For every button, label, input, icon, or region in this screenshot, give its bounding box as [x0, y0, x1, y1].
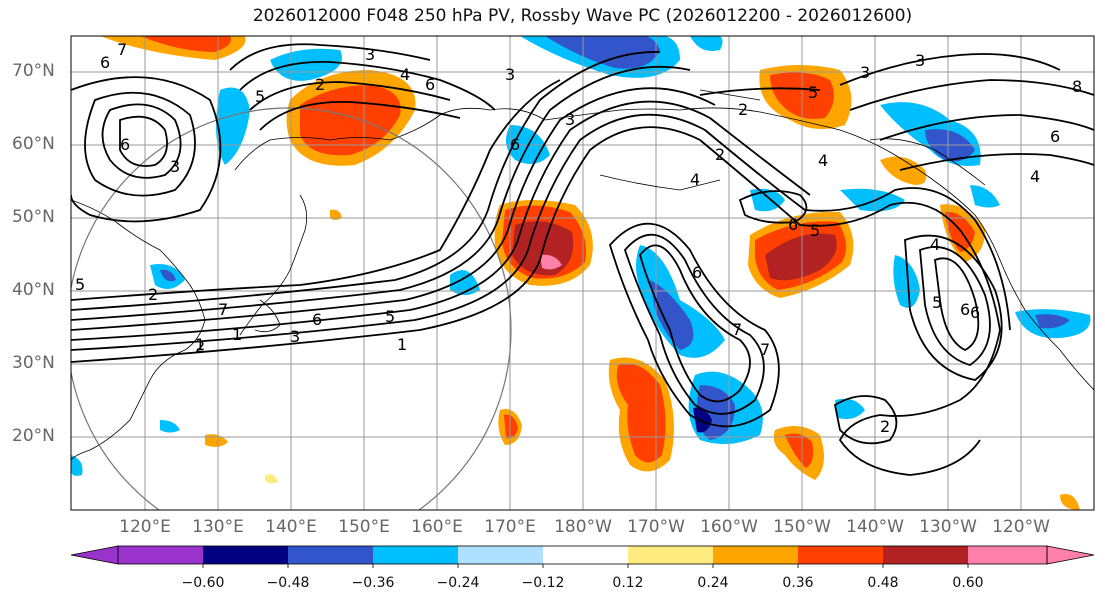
- colorbar-segment: [628, 546, 713, 564]
- pv-anomaly-shading: [71, 36, 1091, 510]
- contour-label: 6: [1050, 127, 1060, 146]
- lat-label: 50°N: [12, 207, 55, 227]
- lon-label: 180°W: [554, 517, 612, 537]
- colorbar-tick-label: −0.48: [266, 575, 310, 591]
- contour-label: 3: [915, 51, 925, 70]
- lon-label: 130°E: [192, 517, 244, 537]
- colorbar-tick-label: −0.60: [181, 575, 225, 591]
- contour-label: 6: [100, 53, 110, 72]
- lon-label: 170°W: [627, 517, 685, 537]
- lon-label: 120°W: [992, 517, 1050, 537]
- contour-label: 4: [400, 65, 410, 84]
- colorbar-tick-label: −0.36: [351, 575, 395, 591]
- lon-label: 150°E: [338, 517, 390, 537]
- colorbar-tick-label: 0.60: [952, 575, 984, 591]
- colorbar-tick-label: −0.12: [521, 575, 565, 591]
- lon-label: 160°E: [411, 517, 463, 537]
- contour-label: 3: [860, 63, 870, 82]
- contour-label: 3: [170, 157, 180, 176]
- contour-label: 1: [397, 335, 407, 354]
- contour-label: 4: [818, 151, 828, 170]
- contour-label: 6: [970, 303, 980, 322]
- contour-label: 5: [808, 83, 818, 102]
- reference-circle: [71, 107, 512, 510]
- contour-label: 8: [1072, 77, 1082, 96]
- contour-label: 2: [738, 100, 748, 119]
- lon-label: 160°W: [700, 517, 758, 537]
- contour-label: 6: [692, 263, 702, 282]
- contour-label: 3: [565, 110, 575, 129]
- lon-label: 120°E: [119, 517, 171, 537]
- colorbar-over-arrow: [1046, 545, 1095, 565]
- lon-label: 130°W: [919, 517, 977, 537]
- lat-label: 70°N: [12, 61, 55, 81]
- contour-label: 6: [312, 310, 322, 329]
- contour-label: 3: [505, 65, 515, 84]
- contour-label: 4: [1030, 167, 1040, 186]
- colorbar-tick-label: 0.36: [782, 575, 814, 591]
- colorbar-segment: [373, 546, 458, 564]
- contour-label: 7: [732, 320, 742, 339]
- colorbar-tick-label: 0.48: [867, 575, 899, 591]
- colorbar-tick-label: 0.24: [697, 575, 729, 591]
- lon-label: 170°E: [484, 517, 536, 537]
- colorbar-segment: [798, 546, 883, 564]
- contour-label: 5: [75, 275, 85, 294]
- colorbar-segment: [883, 546, 968, 564]
- contour-label: 2: [195, 337, 205, 356]
- contour-label: 1: [195, 335, 205, 354]
- contour-label: 6: [120, 135, 130, 154]
- contour-label: 6: [510, 135, 520, 154]
- contour-label: 5: [385, 307, 395, 326]
- contour-label: 4: [690, 170, 700, 189]
- lat-label: 30°N: [12, 353, 55, 373]
- contour-label: 2: [315, 75, 325, 94]
- contour-label: 7: [117, 40, 127, 59]
- lon-label: 140°W: [846, 517, 904, 537]
- contour-label: 4: [930, 235, 940, 254]
- colorbar-segment: [713, 546, 798, 564]
- map-title: 2026012000 F048 250 hPa PV, Rossby Wave …: [252, 6, 913, 26]
- pv-contours: [71, 43, 1094, 476]
- colorbar-segment: [118, 546, 203, 564]
- colorbar: [70, 545, 1095, 568]
- contour-label: 2: [715, 145, 725, 164]
- map-frame: [70, 35, 1095, 511]
- contour-label: 2: [880, 417, 890, 436]
- lon-label: 140°E: [265, 517, 317, 537]
- lat-label: 60°N: [12, 134, 55, 154]
- contour-label: 6: [425, 75, 435, 94]
- colorbar-segment: [458, 546, 543, 564]
- contour-label: 7: [760, 340, 770, 359]
- colorbar-segment: [968, 546, 1047, 564]
- contour-label: 3: [290, 327, 300, 346]
- lon-label: 150°W: [773, 517, 831, 537]
- contour-label: 6: [960, 300, 970, 319]
- contour-label: 1: [232, 325, 242, 344]
- contour-label: 5: [810, 221, 820, 240]
- lat-label: 40°N: [12, 280, 55, 300]
- colorbar-tick-label: −0.24: [436, 575, 480, 591]
- contour-labels: 6 3 7 6 2 4 6 3 5 6 3 2 3 5 2 4 8 6 6 7 …: [75, 40, 1082, 436]
- graticule: [71, 36, 1094, 510]
- colorbar-tick-label: 0.12: [612, 575, 644, 591]
- contour-label: 6: [788, 215, 798, 234]
- contour-label: 7: [218, 300, 228, 319]
- colorbar-segment: [288, 546, 373, 564]
- colorbar-under-arrow: [70, 545, 119, 565]
- contour-label: 2: [148, 285, 158, 304]
- contour-label: 5: [255, 87, 265, 106]
- colorbar-segment: [203, 546, 288, 564]
- lat-label: 20°N: [12, 426, 55, 446]
- colorbar-segment: [543, 546, 628, 564]
- contour-label: 5: [932, 293, 942, 312]
- contour-label: 3: [365, 45, 375, 64]
